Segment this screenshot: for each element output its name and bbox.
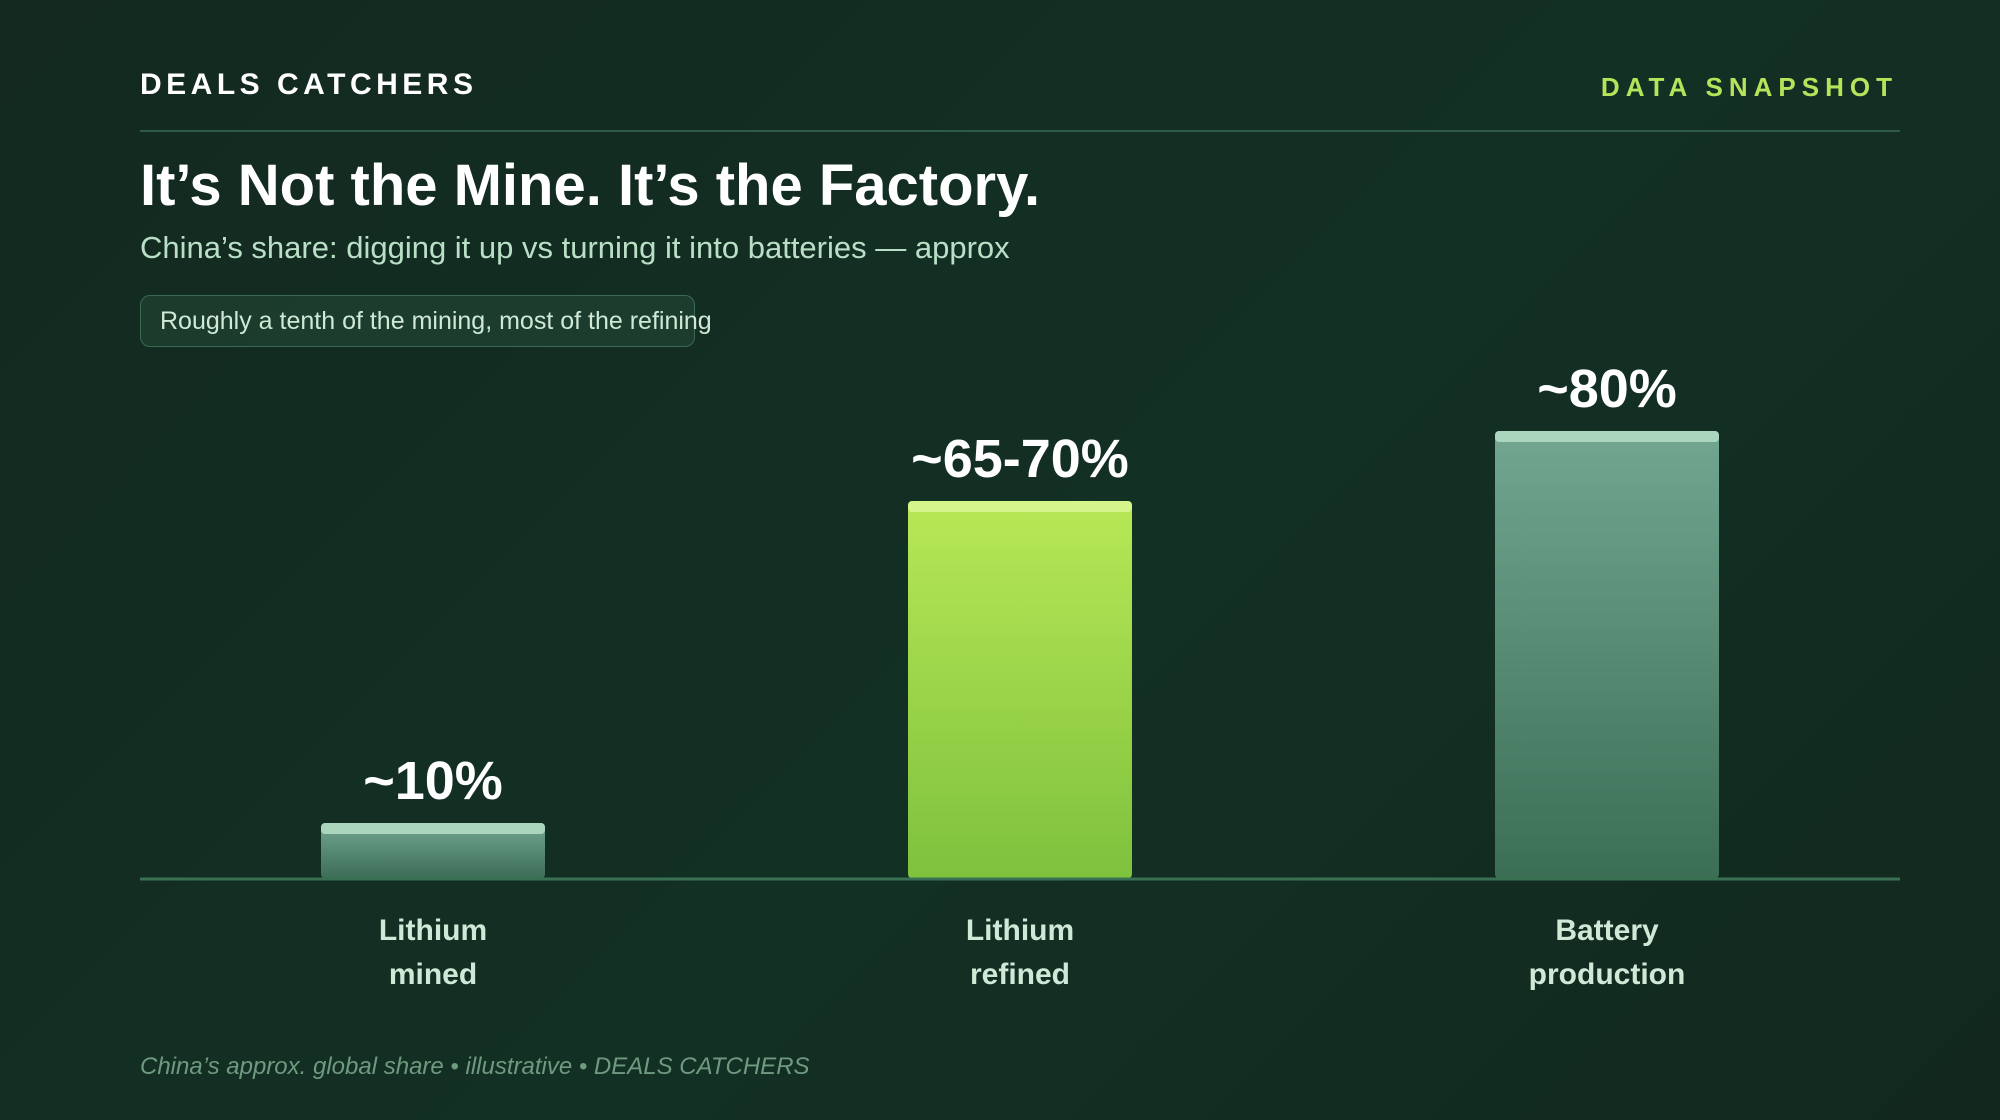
brand-name: DEALS CATCHERS: [140, 68, 478, 101]
category-label-2-line-1: production: [1529, 958, 1686, 991]
bar-cap-0: [321, 823, 545, 834]
value-label-1: ~65-70%: [911, 429, 1129, 489]
category-label-1-line-1: refined: [970, 958, 1070, 991]
bar-cap-1: [908, 501, 1132, 512]
header-divider: [140, 130, 1900, 132]
value-label-0: ~10%: [363, 751, 503, 811]
bar-2: [1495, 431, 1719, 879]
bar-0: [321, 823, 545, 879]
page-title: It’s Not the Mine. It’s the Factory.: [140, 153, 1041, 218]
page-subtitle: China’s share: digging it up vs turning …: [140, 230, 1010, 265]
bar-1: [908, 501, 1132, 879]
source-footer: China’s approx. global share • illustrat…: [140, 1053, 810, 1080]
section-kicker: DATA SNAPSHOT: [1600, 72, 1898, 102]
value-label-2: ~80%: [1537, 359, 1677, 419]
callout-badge: Roughly a tenth of the mining, most of t…: [140, 295, 712, 347]
category-label-0-line-0: Lithium: [379, 914, 487, 947]
bars-group: ~10% Lithium mined ~65-70% Lithium refined ~80…: [321, 359, 1719, 991]
category-label-1-line-0: Lithium: [966, 914, 1074, 947]
category-label-2-line-0: Battery: [1555, 914, 1659, 947]
bar-cap-2: [1495, 431, 1719, 442]
category-label-0-line-1: mined: [389, 958, 477, 991]
